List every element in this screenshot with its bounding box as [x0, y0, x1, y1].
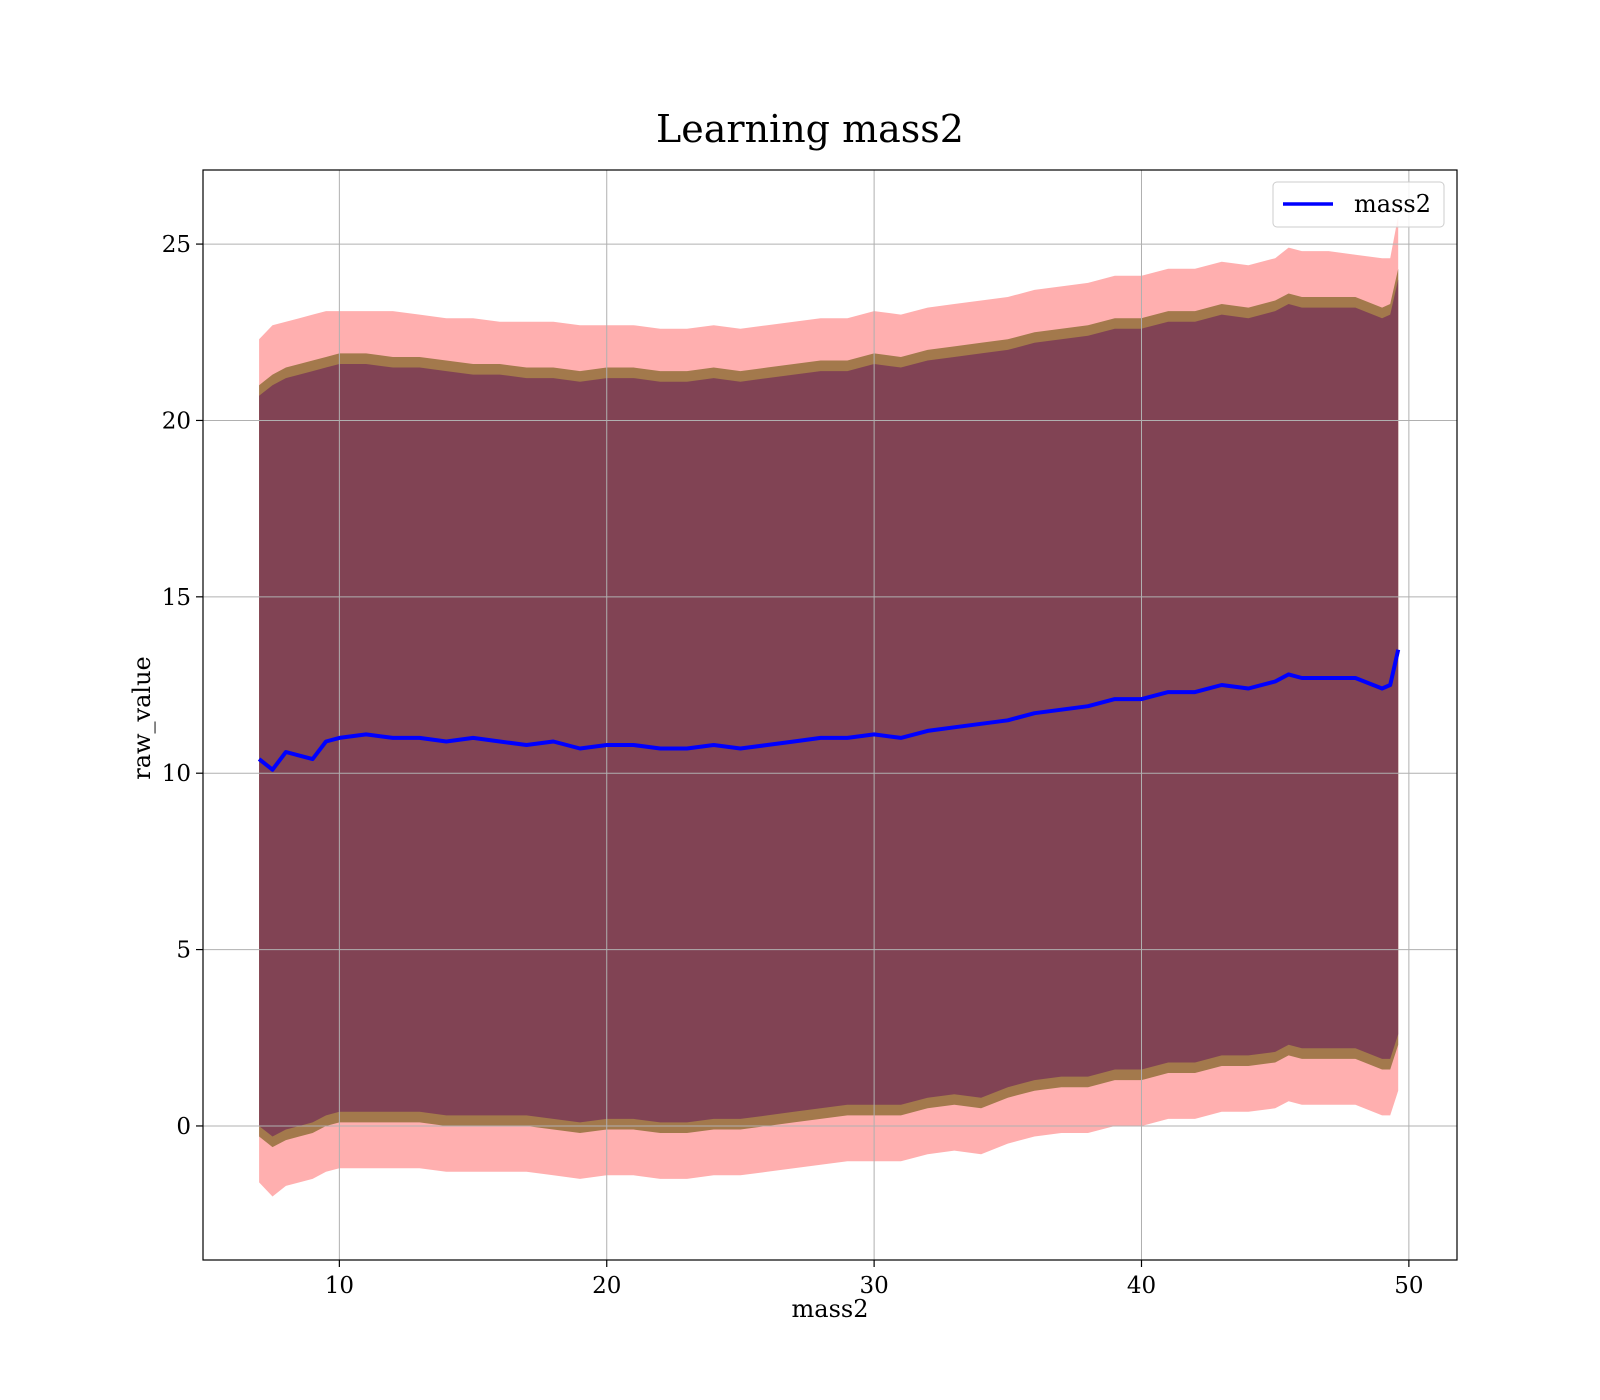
y-axis-label: raw_value [128, 656, 156, 780]
legend: mass2 [1272, 181, 1445, 228]
series-line-mass2 [257, 649, 1401, 772]
line-layer [257, 649, 1401, 772]
y-tick-label: 20 [162, 408, 191, 434]
ticks-layer: 10 20 30 40 50 0 5 10 15 20 25 [162, 232, 1424, 1299]
bands-layer [259, 215, 1399, 1197]
x-axis-label: mass2 [792, 1295, 869, 1323]
band-inner [259, 279, 1399, 1137]
x-tick-label: 50 [1394, 1273, 1423, 1299]
y-tick-label: 10 [162, 761, 191, 787]
x-tick-label: 20 [592, 1273, 621, 1299]
legend-box [1272, 181, 1445, 228]
legend-label-mass2: mass2 [1354, 190, 1431, 218]
y-tick-label: 15 [162, 585, 191, 611]
chart-title: Learning mass2 [656, 107, 964, 151]
grid-layer [203, 170, 1457, 1260]
y-tick-label: 25 [162, 232, 191, 258]
plot-area [202, 169, 1458, 1261]
x-tick-label: 10 [325, 1273, 354, 1299]
x-tick-label: 30 [859, 1273, 888, 1299]
y-tick-label: 5 [176, 938, 191, 964]
y-tick-label: 0 [176, 1114, 191, 1140]
x-tick-label: 40 [1127, 1273, 1156, 1299]
plot-frame [202, 169, 1458, 1261]
